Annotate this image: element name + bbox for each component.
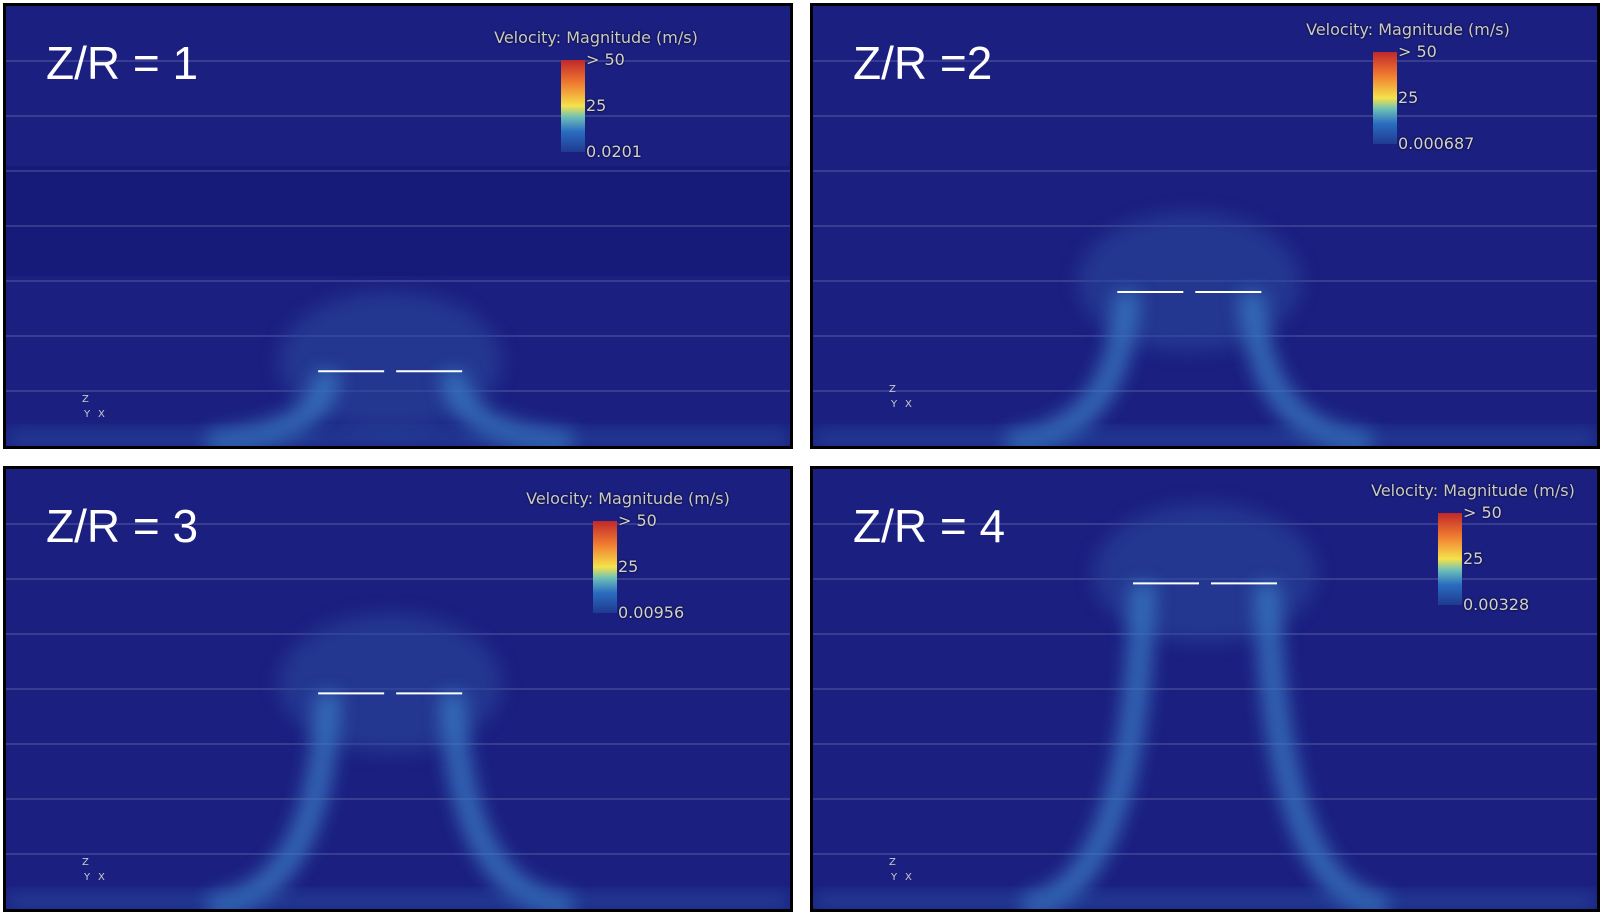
axis-label-x: X (98, 409, 105, 420)
panel: Z/R = 4 Velocity: Magnitude (m/s) > 50 25 0.… (810, 466, 1600, 912)
flow-field (813, 60, 1597, 446)
panel-title: Z/R = 1 (46, 37, 199, 89)
flow-field (6, 523, 790, 909)
ground-flow (813, 431, 1597, 446)
colorbar-legend: Velocity: Magnitude (m/s) > 50 25 0.000687 (1278, 20, 1538, 153)
wake-leg (1254, 583, 1389, 909)
colorbar-legend: Velocity: Magnitude (m/s) > 50 25 0.00956 (498, 489, 758, 622)
legend-mid: 25 (586, 96, 607, 115)
legend-min: 0.0201 (586, 142, 642, 161)
legend-max: > 50 (586, 50, 625, 69)
axis-label-z: Z (82, 394, 89, 405)
legend-title: Velocity: Magnitude (m/s) (1306, 20, 1510, 39)
axis-label-z: Z (82, 857, 89, 868)
legend-min: 0.00956 (618, 603, 685, 622)
flow-field (6, 60, 790, 446)
axis-label-y: Y (891, 399, 898, 410)
dark-band (6, 166, 790, 276)
legend-max: > 50 (618, 511, 657, 530)
wake-dome (278, 613, 503, 754)
ground-flow (6, 431, 790, 446)
panel: Z/R =2 Velocity: Magnitude (m/s) > 50 25 0.0… (810, 3, 1600, 449)
axis-label-y: Y (891, 872, 898, 883)
ground-flow (6, 894, 790, 909)
colorbar (1373, 52, 1397, 144)
colorbar-legend: Velocity: Magnitude (m/s) > 50 25 0.0201 (466, 28, 726, 161)
legend-max: > 50 (1463, 503, 1502, 522)
colorbar (561, 60, 585, 152)
wake-dome (1093, 503, 1317, 644)
axis-label-x: X (98, 872, 105, 883)
axis-label-x: X (905, 872, 912, 883)
legend-max: > 50 (1398, 42, 1437, 61)
legend-min: 0.00328 (1463, 595, 1530, 614)
legend-title: Velocity: Magnitude (m/s) (526, 489, 730, 508)
colorbar-legend: Velocity: Magnitude (m/s) > 50 25 0.00328 (1343, 481, 1597, 614)
colorbar (1438, 513, 1462, 605)
axis-label-y: Y (84, 409, 91, 420)
axis-label-z: Z (889, 384, 896, 395)
axis-label-z: Z (889, 857, 896, 868)
panel: Z/R = 3 Velocity: Magnitude (m/s) > 50 25 0.… (3, 466, 793, 912)
flow-field (813, 503, 1597, 909)
panel-title: Z/R = 3 (46, 500, 199, 552)
ground-flow (813, 894, 1597, 909)
wake-leg (1021, 583, 1156, 909)
panel-title: Z/R = 4 (853, 500, 1006, 552)
legend-title: Velocity: Magnitude (m/s) (1371, 481, 1575, 500)
legend-mid: 25 (1398, 88, 1419, 107)
colorbar (593, 521, 617, 613)
legend-title: Velocity: Magnitude (m/s) (494, 28, 698, 47)
panel: Z/R = 1 Velocity: Magnitude (m/s) > 50 25 0.… (3, 3, 793, 449)
axis-label-x: X (905, 399, 912, 410)
legend-mid: 25 (618, 557, 639, 576)
panel-title: Z/R =2 (853, 37, 993, 89)
legend-mid: 25 (1463, 549, 1484, 568)
legend-min: 0.000687 (1398, 134, 1475, 153)
axis-label-y: Y (84, 872, 91, 883)
